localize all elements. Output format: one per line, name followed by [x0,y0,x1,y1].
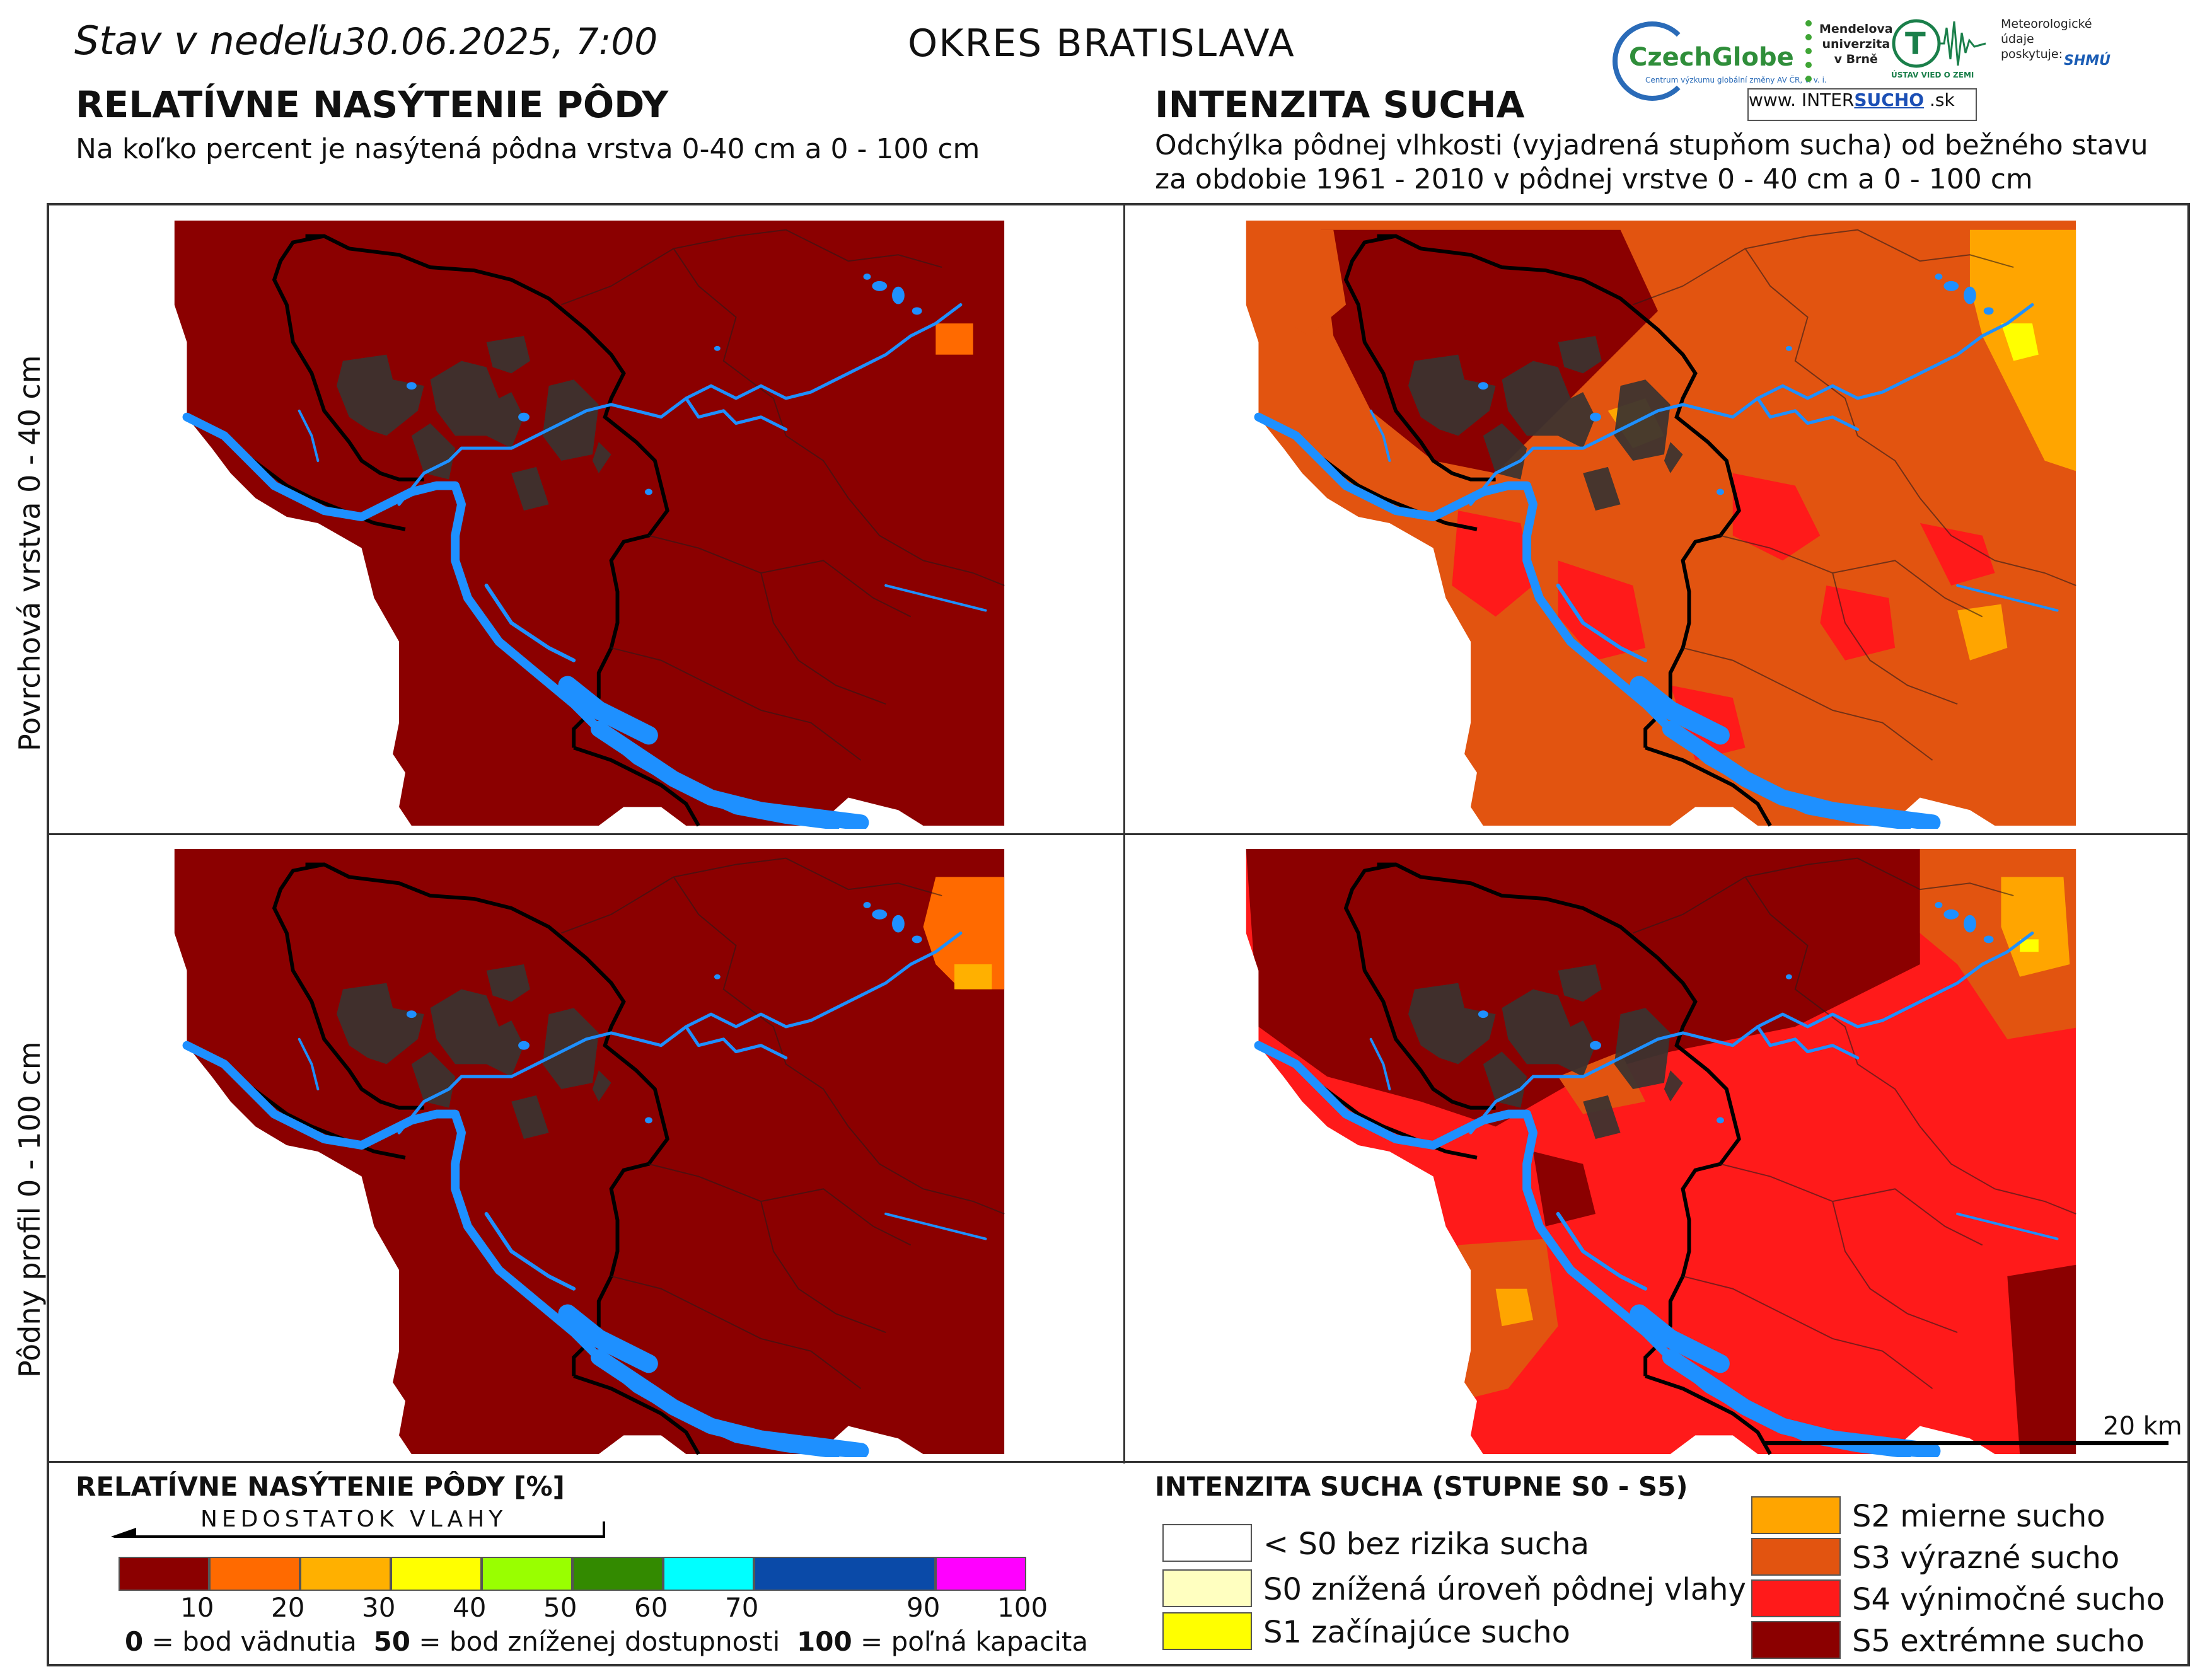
saturation-scale-tick: 40 [453,1592,487,1623]
meteo-provider-text: Meteorologické údaje poskytuje: [2001,17,2092,61]
scale-bar-label: 20 km [2098,1412,2187,1441]
mendel-logo[interactable]: Mendelova univerzita v Brně [1797,15,1893,91]
shmu-logo-text: SHMÚ [2064,53,2111,69]
saturation-scale-segment [300,1557,391,1591]
saturation-scale-segment [572,1557,663,1591]
drought-legend-label: S2 mierne sucho [1852,1499,2105,1534]
frame-divider-middle [47,833,2190,835]
drought-section-title: INTENZITA SUCHA [1155,83,1525,126]
row-label-top: Povrchová vrstva 0 - 40 cm [13,355,47,751]
note-50-value: 50 [373,1626,411,1657]
drought-legend-swatch [1162,1569,1252,1607]
saturation-scale-segment [482,1557,572,1591]
note-0-value: 0 [125,1626,144,1657]
saturation-scale-tick: 70 [725,1592,759,1623]
svg-text:T: T [1905,26,1926,62]
note-100-text: = poľná kapacita [852,1626,1089,1657]
saturation-scale-tick: 60 [634,1592,668,1623]
drought-legend-label: S0 znížená úroveň pôdnej vlahy [1263,1572,1746,1607]
map-drought-profile[interactable] [1132,840,2184,1457]
czechglobe-logo-text: CzechGlobe [1629,43,1794,72]
drought-section-subtitle-2: za obdobie 1961 - 2010 v pôdnej vrstve 0… [1155,163,2033,195]
saturation-legend-note: 0 = bod vädnutia 50 = bod zníženej dostu… [125,1626,1088,1657]
seismograph-icon: T [1892,19,1986,68]
saturation-legend-title: RELATÍVNE NASÝTENIE PÔDY [%] [76,1471,565,1502]
saturation-scale-segment [663,1557,754,1591]
drought-legend-label: S1 začínajúce sucho [1263,1615,1570,1650]
drought-legend-swatch [1751,1538,1841,1576]
date-prefix: Stav v nedeľu [74,18,343,64]
drought-legend-label: < S0 bez rizika sucha [1263,1527,1590,1562]
drought-legend-title: INTENZITA SUCHA (STUPNE S0 - S5) [1155,1471,1688,1502]
map-saturation-profile[interactable] [54,840,1119,1457]
row-label-bottom: Pôdny profil 0 - 100 cm [13,1041,47,1378]
saturation-scale-ticks: 10 20 30 40 50 60 70 90 100 [119,1592,1064,1624]
frame-divider-legend [47,1461,2190,1463]
scale-bar [1765,1441,2169,1445]
drought-legend-swatch [1162,1612,1252,1650]
saturation-color-scale [119,1557,1026,1591]
note-100-value: 100 [797,1626,852,1657]
saturation-scale-tick: 90 [906,1592,941,1623]
drought-legend-label: S5 extrémne sucho [1852,1624,2145,1659]
intersucho-suffix: .sk [1924,89,1955,110]
intersucho-link[interactable]: www. INTERSUCHO .sk [1747,88,1977,121]
drought-legend-label: S3 výrazné sucho [1852,1540,2120,1576]
drought-legend-swatch [1751,1579,1841,1617]
note-50-text: = bod zníženej dostupnosti [410,1626,780,1657]
saturation-scale-segment [935,1557,1026,1591]
meteo-provider-logo[interactable]: Meteorologické údaje poskytuje: SHMÚ [2001,16,2121,92]
lack-of-moisture-label: NEDOSTATOK VLAHY [200,1506,507,1532]
drought-legend-label: S4 výnimočné sucho [1852,1582,2165,1617]
district-title: OKRES BRATISLAVA [908,21,1295,66]
saturation-scale-tick: 20 [271,1592,305,1623]
saturation-scale-segment [391,1557,482,1591]
note-0-text: = bod vädnutia [143,1626,357,1657]
ustav-logo-text: ÚSTAV VIED O ZEMI [1891,71,1974,79]
map-drought-topsoil[interactable] [1132,211,2184,829]
mendel-logo-text: Mendelova univerzita v Brně [1819,22,1893,66]
saturation-scale-tick: 30 [362,1592,396,1623]
saturation-section-title: RELATÍVNE NASÝTENIE PÔDY [76,83,669,126]
lack-of-moisture-arrow-icon [111,1521,605,1538]
saturation-section-subtitle: Na koľko percent je nasýtená pôdna vrstv… [76,133,980,165]
drought-legend-swatch [1751,1496,1841,1534]
saturation-scale-segment [209,1557,300,1591]
maps-frame [47,203,2190,1666]
saturation-scale-segment [119,1557,209,1591]
intersucho-bold: SUCHO [1854,89,1925,110]
map-saturation-topsoil[interactable] [54,211,1119,829]
czechglobe-ring-icon [1613,21,1692,101]
intersucho-prefix: www. INTER [1749,89,1855,110]
saturation-scale-segment [754,1557,935,1591]
drought-legend-swatch [1162,1524,1252,1562]
partner-logos: CzechGlobe Centrum výzkumu globální změn… [1607,11,2200,121]
date-heading: Stav v nedeľu30.06.2025, 7:00 [74,18,657,64]
czechglobe-logo[interactable]: CzechGlobe Centrum výzkumu globální změn… [1607,18,1827,101]
saturation-scale-tick: 10 [180,1592,214,1623]
saturation-scale-tick: 50 [543,1592,577,1623]
saturation-scale-tick: 100 [997,1592,1048,1623]
drought-section-subtitle-1: Odchýlka pôdnej vlhkosti (vyjadrená stup… [1155,129,2148,161]
ustav-logo[interactable]: T ÚSTAV VIED O ZEMI [1891,15,1992,91]
czechglobe-logo-subtext: Centrum výzkumu globální změny AV ČR, v.… [1645,76,1827,84]
drought-legend-swatch [1751,1621,1841,1659]
date-value: 30.06.2025, 7:00 [342,20,658,63]
